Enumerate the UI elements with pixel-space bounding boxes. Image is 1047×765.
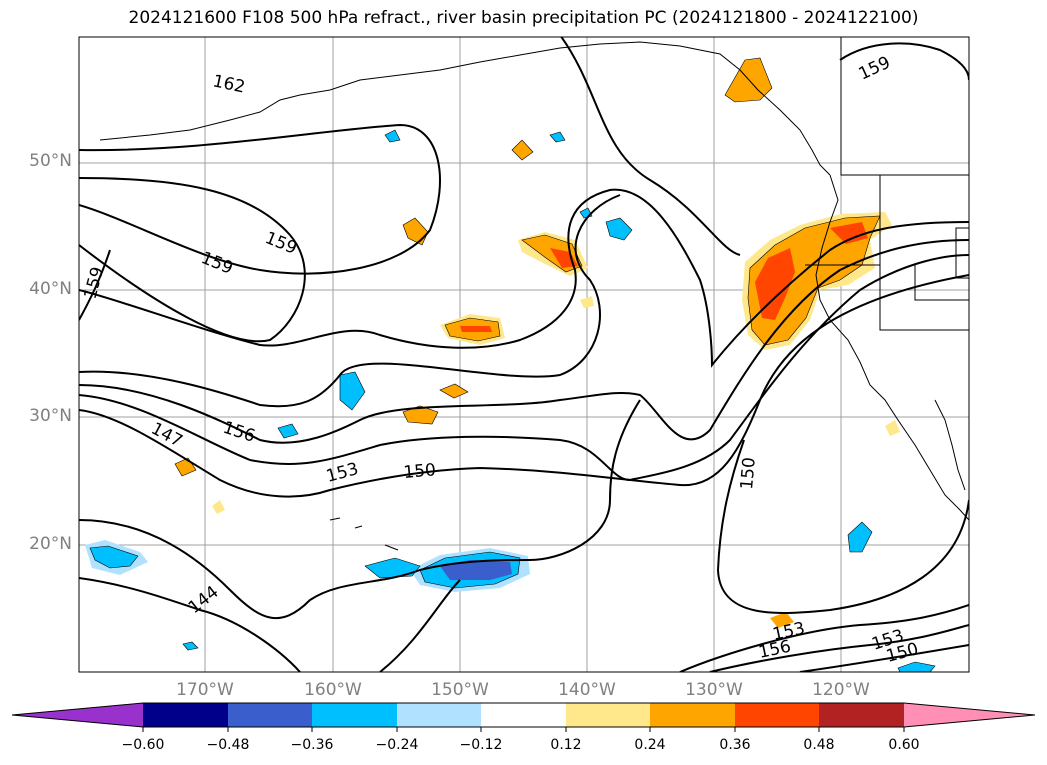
colorbar-tick-label: −0.60 [121,737,165,753]
lon-label: 120°W [812,680,870,700]
contour-label: 150 [403,460,437,483]
colorbar-segment [397,703,481,727]
lat-label: 20°N [29,534,72,554]
lon-label: 170°W [176,680,234,700]
colorbar-segment [819,703,904,727]
lon-label: 150°W [431,680,489,700]
colorbar-segment [650,703,735,727]
colorbar-segment [566,703,650,727]
colorbar-tick-label: −0.24 [375,737,419,753]
contour-label: 150 [737,456,760,490]
lon-label: 140°W [558,680,616,700]
lat-label: 40°N [29,279,72,299]
colorbar-extend-right [904,703,1035,727]
colorbar-segment [312,703,397,727]
map-title: 2024121600 F108 500 hPa refract., river … [128,8,919,28]
coastlines [99,37,969,551]
colorbar-tick-label: −0.36 [290,737,334,753]
colorbar-extend-left [12,703,143,727]
lat-label: 30°N [29,406,72,426]
colorbar-segment [735,703,819,727]
colorbar-segment [481,703,566,727]
colorbar-tick-label: 0.60 [888,737,920,753]
lon-label: 160°W [304,680,362,700]
contours [79,37,969,672]
colorbar-tick-label: −0.48 [206,737,250,753]
colorbar-tick-label: 0.36 [719,737,751,753]
colorbar-tick-label: −0.12 [459,737,503,753]
colorbar [11,702,1036,732]
lon-label: 130°W [685,680,743,700]
colorbar-tick-label: 0.48 [803,737,835,753]
map-frame [78,36,970,673]
colorbar-segment [143,703,228,727]
colorbar-tick-label: 0.12 [550,737,582,753]
gridlines [79,37,969,672]
colorbar-segment [228,703,312,727]
lat-label: 50°N [29,151,72,171]
colorbar-tick-label: 0.24 [634,737,666,753]
